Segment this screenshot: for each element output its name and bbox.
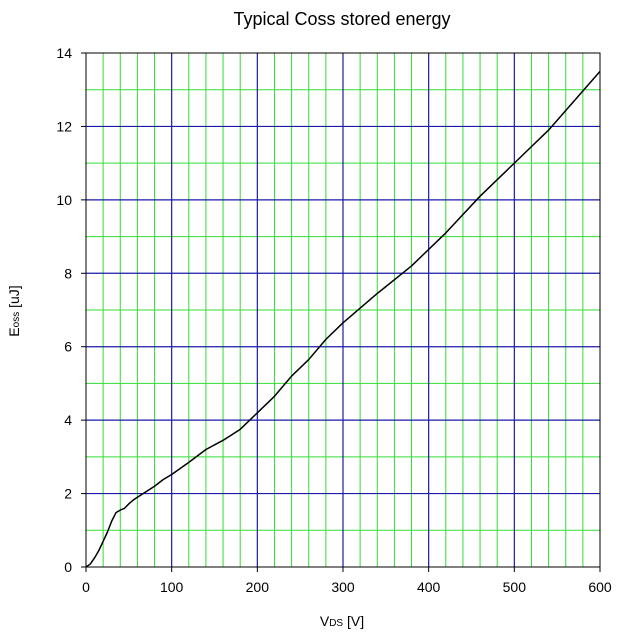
y-axis-label-main: E (6, 327, 22, 336)
x-tick-label: 100 (160, 579, 184, 595)
y-tick-label: 0 (64, 559, 72, 575)
tick-labels: 0 100 200 300 400 500 600 0 2 4 6 8 10 12 14 (56, 45, 611, 595)
x-tick-label: 500 (503, 579, 527, 595)
x-tick-label: 600 (588, 579, 612, 595)
series-layer (85, 70, 601, 568)
x-axis-label-main: V (320, 613, 330, 629)
series-line (85, 70, 601, 568)
x-axis-label: VDS [V] (320, 613, 364, 629)
x-tick-label: 0 (82, 579, 90, 595)
chart-title: Typical Coss stored energy (233, 9, 450, 29)
y-tick-label: 2 (64, 486, 72, 502)
y-tick-label: 6 (64, 339, 72, 355)
x-axis-label-sub: DS (329, 618, 343, 629)
y-axis-label-sub: oss (11, 312, 22, 328)
y-axis-label-unit: [uJ] (6, 285, 22, 311)
x-tick-label: 400 (417, 579, 441, 595)
y-tick-label: 10 (56, 192, 72, 208)
y-tick-label: 8 (64, 265, 72, 281)
y-tick-label: 12 (56, 118, 72, 134)
x-tick-label: 200 (246, 579, 270, 595)
x-axis-label-unit: [V] (343, 613, 364, 629)
y-tick-label: 4 (64, 412, 72, 428)
y-tick-label: 14 (56, 45, 72, 61)
axis-ticks (81, 52, 601, 572)
major-grid (86, 53, 600, 567)
x-tick-label: 300 (331, 579, 355, 595)
y-axis-label: Eoss [uJ] (6, 285, 22, 336)
